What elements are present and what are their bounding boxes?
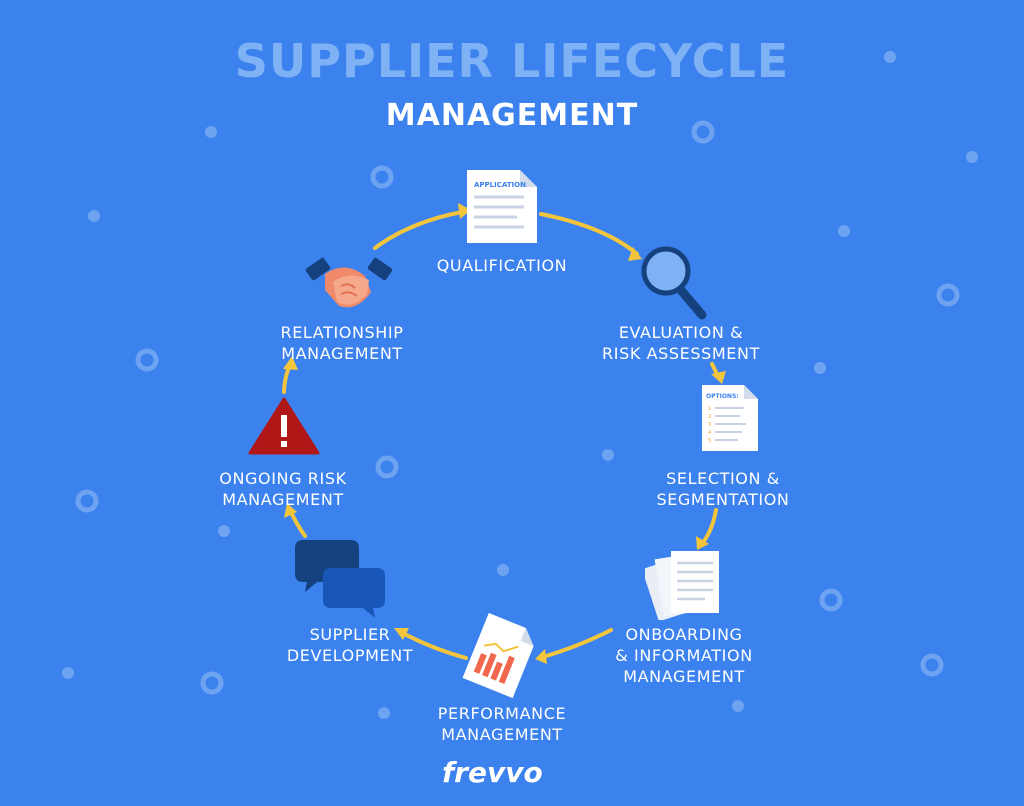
stage-label-relationship: RELATIONSHIP MANAGEMENT [280,323,404,363]
arrowhead-5 [535,649,547,664]
frevvo-logo: frevvo [442,756,543,789]
arrow-qualification-to-evaluation [539,212,639,256]
warning-triangle-icon [248,397,320,455]
stage-label-qualification: QUALIFICATION [436,256,568,275]
arrow-relationship-to-qualification [373,210,464,250]
svg-text:5: 5 [708,438,711,444]
arrowhead-3 [711,371,726,384]
svg-text:OPTIONS:: OPTIONS: [706,393,739,400]
stage-label-selection: SELECTION & SEGMENTATION [656,469,790,509]
svg-text:3: 3 [708,422,711,428]
magnifying-glass-icon [641,246,707,320]
application-document-icon: APPLICATION [467,170,537,243]
arrowhead-1 [458,203,471,219]
page-subtitle: MANAGEMENT [385,98,639,133]
stage-label-onboarding: ONBOARDING & INFORMATION MANAGEMENT [615,625,753,686]
arrow-onboarding-to-performance [541,628,613,659]
stage-label-ongoing-risk: ONGOING RISK MANAGEMENT [219,469,347,509]
chat-bubbles-icon [295,540,385,618]
stage-label-evaluation: EVALUATION & RISK ASSESSMENT [602,323,760,363]
bar-chart-document-icon [462,613,534,698]
arrowhead-8 [283,356,298,370]
arrowhead-6 [394,628,409,640]
svg-text:APPLICATION: APPLICATION [474,181,526,189]
document-stack-icon [645,551,719,620]
svg-text:4: 4 [708,430,711,436]
arrowhead-7 [284,503,297,518]
arrow-performance-to-development [399,630,468,660]
arrow-selection-to-onboarding [699,508,718,547]
arrowhead-4 [696,536,709,550]
svg-text:2: 2 [708,414,711,420]
page-title: SUPPLIER LIFECYCLE [234,34,790,88]
stage-label-development: SUPPLIER DEVELOPMENT [286,625,414,665]
handshake-icon [305,257,393,308]
arrowhead-2 [628,247,642,261]
svg-text:1: 1 [708,406,711,412]
stage-label-performance: PERFORMANCE MANAGEMENT [437,704,567,744]
options-list-icon: OPTIONS: 1 2 3 4 5 [702,385,758,451]
